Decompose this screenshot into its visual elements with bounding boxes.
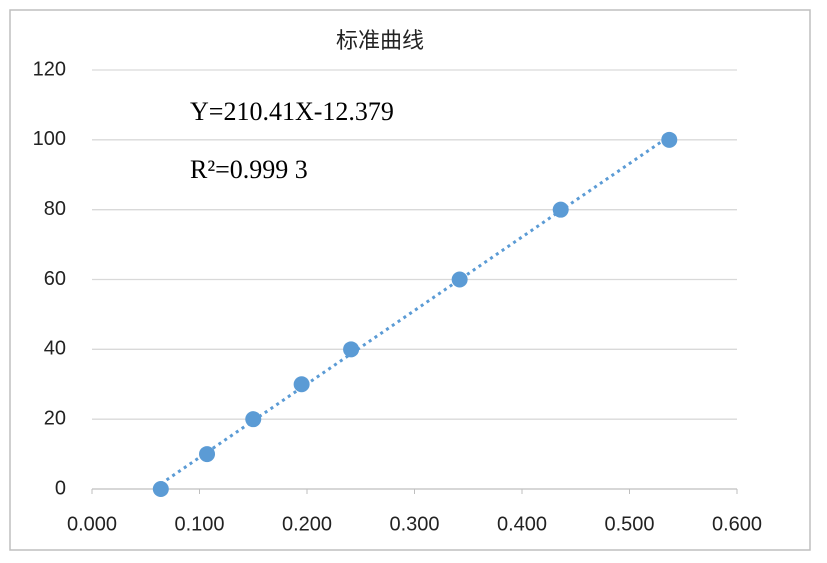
x-tick-label: 0.300 [389,513,439,535]
r-squared: R²=0.999 3 [190,155,308,184]
data-point [552,201,569,218]
y-tick-label: 100 [33,128,66,150]
trendline [159,135,671,486]
data-point [661,131,678,148]
data-point [343,341,360,358]
x-tick-label: 0.000 [67,513,117,535]
y-tick-label: 60 [44,268,66,290]
y-tick-label: 120 [33,58,66,80]
y-tick-label: 40 [44,338,66,360]
data-point [199,446,216,463]
equation: Y=210.41X-12.379 [190,97,394,126]
y-tick-label: 20 [44,407,66,429]
data-point [245,411,262,428]
chart-title: 标准曲线 [336,28,424,53]
y-tick-label: 0 [55,477,66,499]
x-tick-label: 0.400 [497,513,547,535]
x-tick-label: 0.100 [174,513,224,535]
data-point [293,376,310,393]
x-tick-label: 0.500 [604,513,654,535]
data-point [152,481,169,497]
x-tick-label: 0.200 [282,513,332,535]
x-tick-label: 0.600 [712,513,762,535]
y-tick-label: 80 [44,198,66,220]
data-point [451,271,468,288]
